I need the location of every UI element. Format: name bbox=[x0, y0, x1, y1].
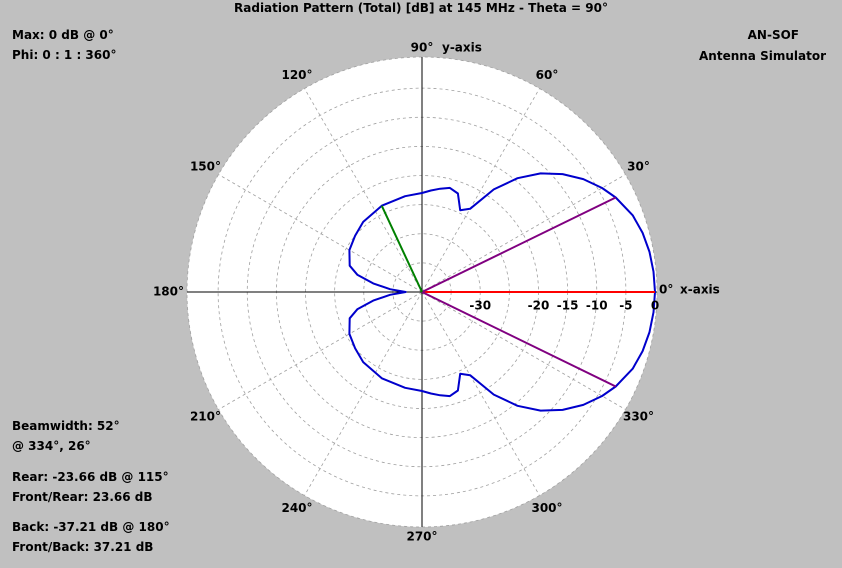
app-subtitle: Antenna Simulator bbox=[699, 49, 826, 63]
front-rear-label: Front/Rear: 23.66 dB bbox=[12, 490, 153, 504]
radial-tick--30: -30 bbox=[469, 299, 491, 313]
radial-tick--10: -10 bbox=[586, 299, 608, 313]
beamwidth-label: Beamwidth: 52° bbox=[12, 419, 120, 433]
max-gain-label: Max: 0 dB @ 0° bbox=[12, 28, 114, 42]
radial-tick--15: -15 bbox=[557, 299, 579, 313]
angle-tick-270: 270° bbox=[406, 530, 437, 544]
radial-tick--20: -20 bbox=[528, 299, 550, 313]
angle-tick-150: 150° bbox=[190, 160, 221, 174]
angle-tick-180: 180° bbox=[153, 285, 184, 299]
angle-tick-0: 0° bbox=[659, 283, 673, 297]
back-label: Back: -37.21 dB @ 180° bbox=[12, 520, 170, 534]
rear-direction-line bbox=[380, 205, 423, 293]
radial-tick-0: 0 bbox=[651, 299, 659, 313]
y-axis-label: y-axis bbox=[442, 41, 482, 55]
radiation-pattern-curve bbox=[348, 172, 656, 412]
x-axis-label: x-axis bbox=[680, 283, 720, 297]
app-name: AN-SOF bbox=[747, 28, 799, 42]
beamwidth-angles-label: @ 334°, 26° bbox=[12, 439, 91, 453]
angle-tick-60: 60° bbox=[536, 68, 559, 82]
rear-label: Rear: -23.66 dB @ 115° bbox=[12, 470, 169, 484]
chart-title: Radiation Pattern (Total) [dB] at 145 MH… bbox=[234, 1, 608, 15]
angle-tick-330: 330° bbox=[623, 410, 654, 424]
front-back-label: Front/Back: 37.21 dB bbox=[12, 540, 154, 554]
angle-tick-30: 30° bbox=[627, 160, 650, 174]
angle-tick-210: 210° bbox=[190, 410, 221, 424]
angle-tick-90: 90° bbox=[411, 41, 434, 55]
beamwidth-edge-upper-line bbox=[421, 196, 617, 293]
phi-range-label: Phi: 0 : 1 : 360° bbox=[12, 48, 117, 62]
radial-tick--5: -5 bbox=[619, 299, 632, 313]
angle-tick-240: 240° bbox=[281, 501, 312, 515]
angle-tick-120: 120° bbox=[281, 68, 312, 82]
angle-tick-300: 300° bbox=[531, 501, 562, 515]
beamwidth-edge-lower-line bbox=[421, 291, 617, 388]
